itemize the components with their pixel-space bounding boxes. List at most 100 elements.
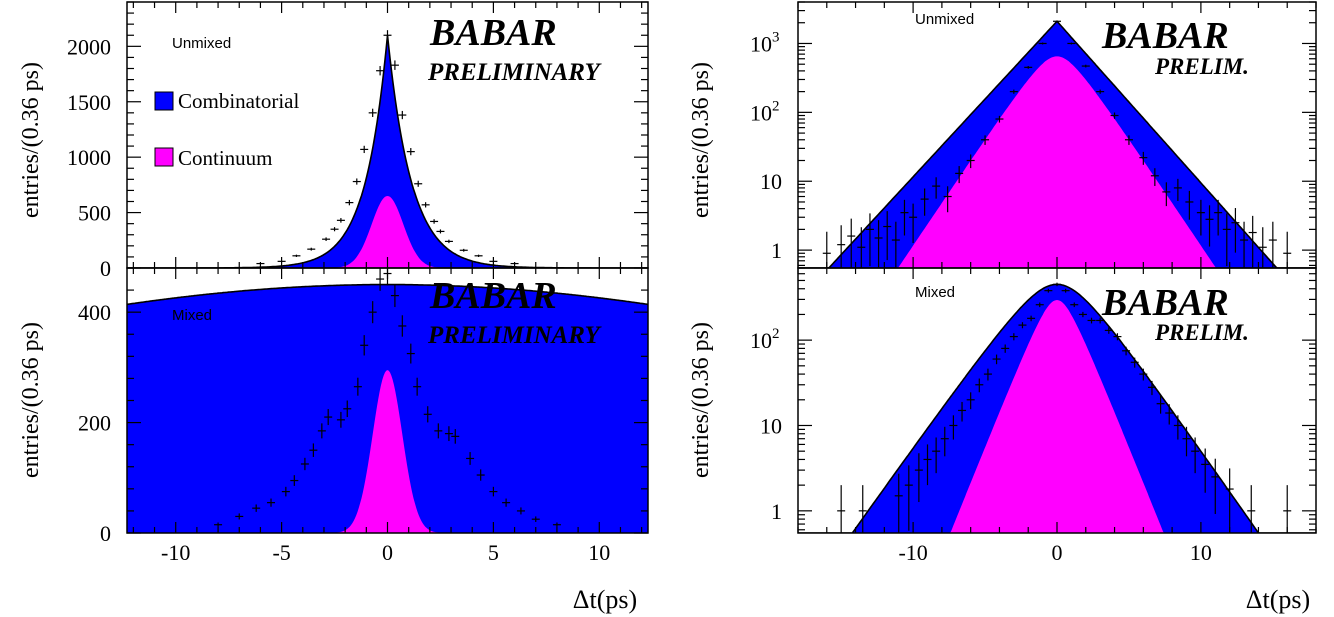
- y-tick-exponent: 3: [772, 29, 780, 45]
- data-point: [923, 444, 932, 486]
- panel-label: Mixed: [172, 307, 212, 324]
- y-axis-label-top-right: entries/(0.36 ps): [688, 62, 714, 218]
- y-tick-label: 10: [750, 31, 772, 56]
- data-point: [932, 177, 941, 199]
- data-point: [1205, 205, 1214, 247]
- data-point: [1009, 89, 1018, 94]
- data-point: [1113, 333, 1122, 341]
- continuum-fill: [127, 196, 648, 268]
- y-tick-label: 0: [100, 256, 111, 281]
- data-point: [857, 227, 866, 268]
- data-point: [430, 219, 439, 224]
- data-point: [1182, 426, 1191, 457]
- data-point: [360, 145, 369, 154]
- data-point: [444, 239, 453, 244]
- data-point: [352, 178, 361, 185]
- y-tick-label: 200: [78, 411, 111, 436]
- data-point: [858, 485, 867, 533]
- data-point: [1078, 311, 1087, 318]
- data-points: [837, 282, 1292, 533]
- data-point: [894, 473, 903, 533]
- data-point: [966, 392, 975, 410]
- data-point: [1165, 404, 1174, 425]
- data-point: [900, 199, 909, 236]
- data-point: [837, 485, 846, 533]
- y-tick-label: 500: [78, 201, 111, 226]
- axis-ticks: 0 500 1000 1500 2000: [67, 1, 648, 281]
- x-axis-label-right: Δt(ps): [1246, 585, 1310, 614]
- x-tick-label: -10: [161, 540, 190, 565]
- data-point: [1162, 182, 1171, 207]
- data-point: [874, 220, 883, 268]
- legend-swatch-combinatorial: [154, 91, 174, 111]
- data-point: [1283, 485, 1292, 533]
- data-point: [955, 166, 964, 184]
- data-point: [1110, 112, 1119, 119]
- panel-label: Unmixed: [172, 35, 231, 52]
- data-point: [324, 409, 333, 426]
- data-point: [983, 368, 992, 381]
- data-point: [1211, 458, 1220, 514]
- babar-logo: BABAR: [429, 275, 557, 317]
- continuum-area: [127, 370, 648, 533]
- data-point: [552, 522, 561, 527]
- data-point: [1258, 227, 1267, 268]
- data-point: [290, 475, 299, 486]
- x-tick-label: 10: [1190, 540, 1212, 565]
- data-point: [940, 426, 949, 457]
- data-point: [1150, 168, 1159, 186]
- data-point: [1081, 64, 1090, 68]
- y-tick-exponent: 2: [772, 98, 780, 114]
- data-point: [252, 504, 261, 512]
- data-point: [476, 469, 485, 481]
- data-point: [1018, 322, 1027, 329]
- data-point: [502, 498, 511, 507]
- data-point: [466, 452, 475, 465]
- data-point: [423, 406, 432, 423]
- data-point: [1044, 288, 1053, 293]
- data-point: [1070, 302, 1079, 308]
- y-tick-label: 10: [760, 413, 782, 438]
- y-tick-label: 1000: [67, 145, 111, 170]
- data-point: [1096, 89, 1105, 94]
- data-points: [256, 30, 519, 265]
- data-point: [1038, 42, 1047, 45]
- data-point: [368, 108, 377, 117]
- data-point: [390, 284, 399, 308]
- data-point: [1130, 357, 1139, 368]
- panel-linear-unmixed: 0 500 1000 1500 2000 Unmixed BABAR PRELIMINA…: [67, 1, 649, 281]
- data-point: [421, 202, 430, 208]
- data-point: [368, 301, 377, 324]
- y-tick-label: 1: [771, 238, 782, 263]
- y-tick-label: 400: [78, 300, 111, 325]
- data-point: [992, 354, 1001, 365]
- data-point: [309, 443, 318, 457]
- data-point: [1201, 448, 1210, 493]
- data-point: [920, 188, 929, 216]
- data-point: [414, 180, 423, 187]
- data-point: [390, 60, 399, 70]
- data-point: [281, 486, 290, 497]
- y-tick-label: 1500: [67, 90, 111, 115]
- continuum-area: [127, 196, 648, 268]
- data-point: [975, 378, 984, 393]
- data-point: [1156, 395, 1165, 414]
- data-point: [883, 211, 892, 261]
- y-tick-label: 0: [100, 521, 111, 546]
- data-point: [1061, 288, 1070, 293]
- data-point: [1027, 315, 1036, 322]
- y-tick-label: 10: [750, 328, 772, 353]
- x-tick-label: 0: [1052, 540, 1063, 565]
- preliminary-label: PRELIMINARY: [427, 322, 603, 349]
- data-point: [904, 465, 913, 531]
- data-point: [459, 248, 468, 252]
- data-point: [336, 218, 345, 223]
- y-tick-exponent: 2: [772, 326, 780, 342]
- continuum-fill: [127, 370, 648, 533]
- x-tick-label: 5: [488, 540, 499, 565]
- data-point: [1147, 380, 1156, 396]
- data-point: [1191, 437, 1200, 474]
- x-axis-label-left: Δt(ps): [573, 585, 637, 614]
